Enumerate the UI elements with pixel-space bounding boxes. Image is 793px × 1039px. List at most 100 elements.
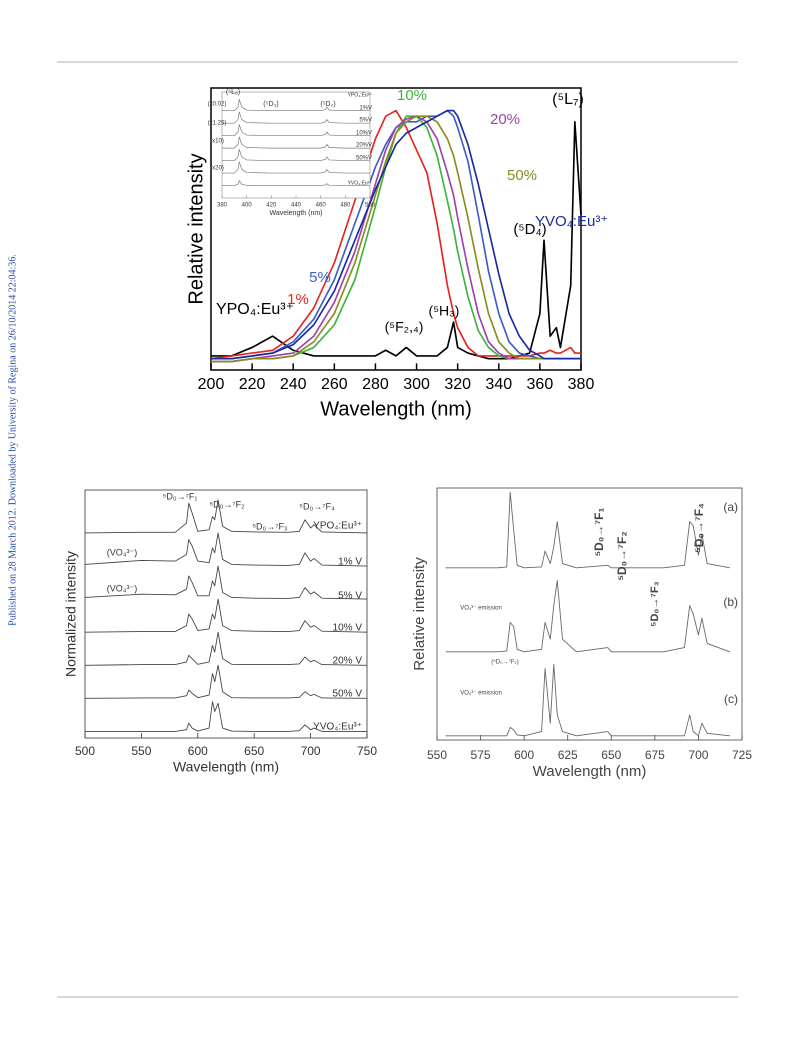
spectrum-line [84,664,368,699]
x-tick-label: 700 [301,744,321,758]
annotation: ⁵D₀→⁷F₄ [299,501,335,511]
annotation: (⁵L₆) [226,89,240,96]
x-tick-label: 220 [239,376,266,393]
x-tick-label: 340 [485,376,512,393]
series-label: (b) [723,595,738,609]
x-tick-label: 400 [242,203,253,209]
x-axis-label: Wavelength (nm) [173,759,279,775]
spectrum-line [445,579,730,653]
series-label: YVO₄:Eu³⁺ [348,180,373,186]
spectrum-line [210,109,581,360]
series-label: 20% [490,111,520,128]
x-tick-label: 700 [688,748,708,762]
y-axis-label: Normalized intensity [63,551,79,677]
spectrum-line [84,565,368,600]
spectrum-line [84,631,368,666]
side-note: Published on 28 March 2012. Downloaded b… [7,254,18,626]
x-tick-label: 460 [316,203,327,209]
x-tick-label: 500 [365,203,376,209]
series-label: YVO₄:Eu³⁺ [535,213,608,230]
spectrum-line [222,124,370,136]
annotation: ⁵D₀→⁷F₂ [209,499,245,509]
annotation: ⁵D₀→⁷F₁ [163,491,198,501]
x-tick-label: 440 [291,203,302,209]
annotation: (⁵D₄) [513,221,546,238]
series-label: 1%V [359,106,372,112]
annotation: (x10) [210,139,224,145]
x-tick-label: 420 [266,203,277,209]
series-label: (c) [724,692,738,706]
series-label: YVO₄:Eu³⁺ [313,722,362,733]
annotation: (⁵D₀→⁷F₂) [491,659,518,666]
annotation: ⁵D₀→⁷F₁ [592,507,606,556]
annotation: (VO₄³⁻) [107,583,137,593]
series-label: 1% V [338,557,362,568]
x-tick-label: 550 [427,748,447,762]
spectrum-line [84,499,368,534]
series-label: YPO₄:Eu³⁺ [216,301,294,318]
x-tick-label: 550 [131,744,151,758]
spectrum-line [211,109,581,360]
x-tick-label: 280 [362,376,389,393]
x-tick-label: 380 [568,376,595,393]
x-tick-label: 480 [340,203,351,209]
x-tick-label: 725 [732,748,752,762]
plot-frame [84,489,368,739]
series-label: 20%V [356,143,372,149]
series-label: 10% [397,87,427,104]
x-tick-label: 500 [75,744,95,758]
annotation: ⁵D₀→⁷F₂ [615,531,629,580]
x-tick-label: 240 [280,376,307,393]
annotation: ⁵D₀→⁷F₃ [252,521,288,531]
x-tick-label: 600 [514,748,534,762]
x-tick-label: 200 [198,376,225,393]
x-tick-label: 650 [601,748,621,762]
x-tick-label: 675 [645,748,665,762]
annotation: (⁵L₇) [552,91,584,108]
series-label: 5% V [338,591,362,602]
x-tick-label: 650 [244,744,264,758]
series-label: 50% V [333,689,363,700]
y-axis-label: Relative intensity [411,557,428,671]
x-tick-label: 320 [444,376,471,393]
spectrum-line [222,136,370,149]
x-tick-label: 750 [357,744,377,758]
annotation: ⁵D₀→⁷F₃ [649,581,661,626]
spectrum-line [84,598,368,633]
series-label: 20% V [333,656,363,667]
x-tick-label: 300 [403,376,430,393]
spectrum-line [222,99,370,112]
plot-frame [210,87,582,371]
annotation: (⁵D₃) [263,101,278,108]
spectrum-line [222,111,370,124]
spectrum-line [222,149,370,161]
x-tick-label: 380 [217,203,228,209]
series-label: 50% [507,167,537,184]
annotation: (VO₄³⁻) [107,547,137,557]
series-label: 10% V [333,623,363,634]
x-tick-label: 575 [471,748,491,762]
series-label: 5%V [359,118,372,124]
x-tick-label: 625 [558,748,578,762]
spectrum-line [85,701,367,732]
annotation: (⁵H₃) [429,303,460,319]
x-tick-label: 360 [527,376,554,393]
annotation: (⁵F₂,₄) [385,319,424,335]
series-label: (a) [723,500,738,514]
annotation: (x20) [210,166,224,172]
series-label: 10%V [356,131,372,137]
series-label: 1% [287,291,309,308]
series-label: YPO₄:Eu³⁺ [348,92,373,98]
annotation: (x1.25) [208,121,227,127]
spectrum-line [211,121,582,360]
annotation: VO₄³⁻ emission [460,691,502,697]
annotation: (⁵D₂) [320,101,335,108]
x-tick-label: 600 [188,744,208,758]
spectrum-line [222,161,370,174]
x-axis-label: Wavelength (nm) [533,763,647,780]
annotation: VO₄³⁻ emission [460,606,502,612]
series-label: YPO₄:Eu³⁺ [313,521,362,532]
x-tick-label: 260 [321,376,348,393]
